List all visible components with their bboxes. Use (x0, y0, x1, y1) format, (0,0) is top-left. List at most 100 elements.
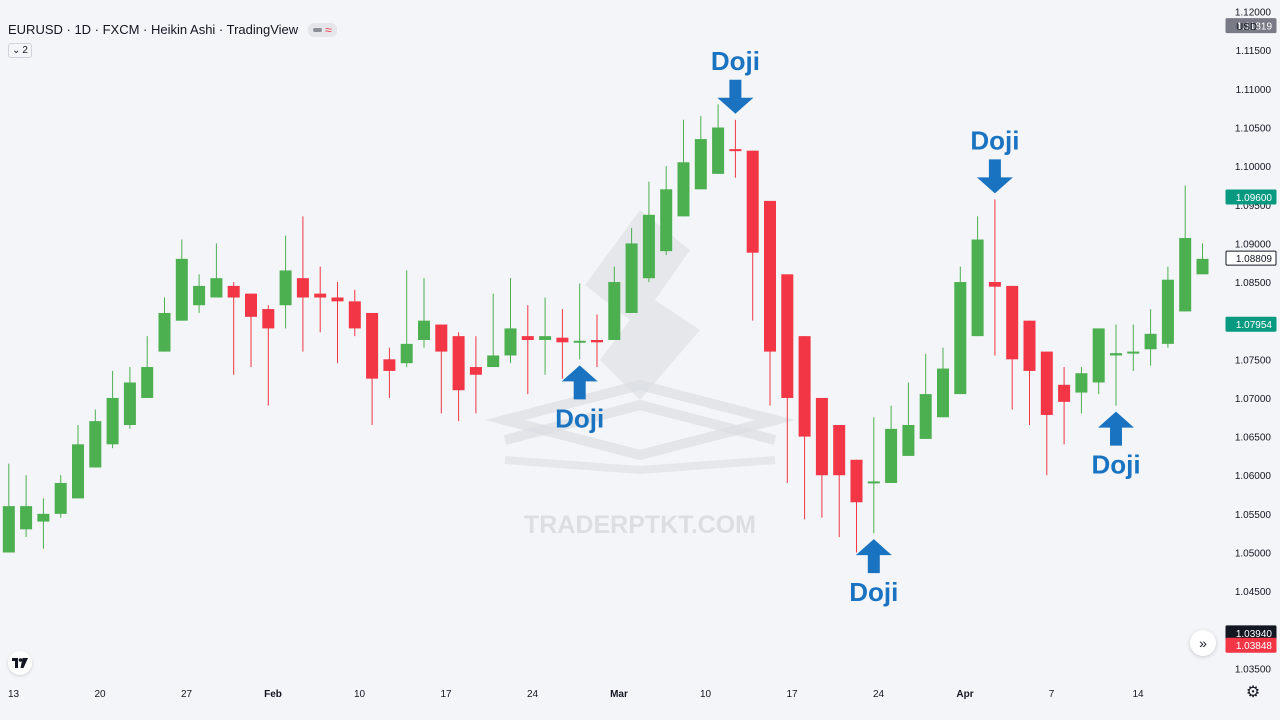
candle-body (867, 481, 880, 484)
candle (487, 293, 500, 368)
candle (37, 498, 50, 549)
candle (89, 409, 102, 468)
candle-body (72, 444, 84, 499)
candle-body (902, 425, 915, 456)
candle-body (1179, 238, 1192, 312)
candle-body (175, 258, 188, 321)
candle-body (383, 359, 396, 371)
x-tick-label: 24 (873, 689, 885, 700)
candle-body (296, 278, 309, 298)
candle (556, 309, 569, 379)
x-tick-label: 27 (181, 689, 193, 700)
candle (72, 425, 84, 499)
candle-body (937, 368, 949, 418)
y-tick-label: 1.09000 (1235, 239, 1272, 250)
candle-body (331, 297, 344, 302)
x-tick-label: 20 (94, 689, 106, 700)
candle-body (418, 320, 430, 340)
arrow-up-icon (561, 365, 598, 400)
candle (833, 425, 846, 538)
doji-label: Doji (849, 577, 898, 607)
y-tick-label: 1.06500 (1235, 433, 1272, 444)
candle (400, 270, 413, 368)
candle (625, 227, 638, 313)
candle-body (1040, 351, 1053, 415)
candle-body (954, 282, 967, 395)
candle-body (850, 459, 863, 503)
candle-body (1023, 320, 1036, 371)
gear-icon[interactable]: ⚙ (1245, 684, 1261, 701)
y-tick-label: 1.10500 (1235, 124, 1272, 135)
doji-label: Doji (970, 125, 1019, 155)
arrow-down-icon (976, 159, 1013, 194)
candle-body (1075, 373, 1088, 393)
candle-body (245, 293, 257, 317)
x-tick-label: Mar (610, 689, 628, 700)
candle-body (106, 397, 119, 445)
y-tick-label: 1.11000 (1236, 85, 1272, 96)
x-tick-label: 14 (1132, 689, 1144, 700)
candle-body (400, 343, 413, 364)
doji-annotation: Doji (555, 365, 604, 433)
candle-body (435, 324, 448, 352)
candle (158, 297, 171, 352)
candle (314, 266, 327, 333)
candle (712, 104, 725, 174)
candle-body (712, 127, 725, 174)
candle-body (279, 270, 292, 306)
x-axis[interactable]: 13 20 27 Feb 10 17 24 Mar 10 17 24 Apr 7 14 (8, 689, 1144, 700)
market-status-badge[interactable]: ≈ (308, 22, 337, 37)
candle-body (746, 150, 759, 253)
y-tick-label: 1.04500 (1235, 587, 1272, 598)
candle (245, 293, 257, 368)
candle (210, 243, 223, 298)
candle-body (573, 340, 586, 343)
candle-body (521, 336, 534, 340)
candle (1058, 367, 1071, 445)
candle (902, 382, 915, 456)
candle (2, 463, 15, 553)
candle-body (469, 367, 482, 375)
candle-body (694, 139, 707, 190)
candle (1127, 324, 1140, 371)
scroll-to-realtime-button[interactable]: » (1190, 630, 1216, 656)
candle-body (798, 336, 811, 437)
candle (764, 200, 776, 406)
tradingview-logo[interactable] (8, 651, 32, 675)
candle (642, 181, 655, 283)
candle (919, 353, 932, 439)
indicators-toggle-button[interactable]: ⌄ 2 (8, 43, 32, 58)
arrow-up-icon (855, 539, 892, 574)
candle (539, 297, 552, 375)
annotations: Doji Doji Doji Doji Doji (555, 46, 1140, 607)
candle (383, 347, 396, 398)
candle (331, 282, 344, 364)
candle-body (193, 285, 206, 306)
candle (1179, 185, 1192, 312)
candle (815, 397, 828, 518)
candle-body (37, 513, 50, 522)
chevron-down-icon: ⌄ (12, 45, 21, 56)
candle (435, 324, 448, 414)
symbol-title[interactable]: EURUSD · 1D · FXCM · Heikin Ashi · Tradi… (8, 22, 299, 37)
candle (937, 347, 949, 418)
candle-body (158, 312, 171, 352)
candle (175, 239, 188, 321)
candle-body (815, 397, 828, 476)
candle (1196, 243, 1209, 275)
candle (1023, 320, 1036, 425)
candle (660, 166, 673, 255)
candle-body (1110, 353, 1122, 356)
y-tick-label: 1.10000 (1235, 162, 1272, 173)
svg-text:1.08809: 1.08809 (1236, 254, 1273, 265)
candle (1006, 285, 1019, 410)
candle (746, 150, 759, 321)
y-tick-label: 1.03500 (1235, 664, 1272, 675)
candle-body (833, 425, 846, 476)
x-tick-label: 7 (1049, 689, 1055, 700)
y-axis[interactable]: 1.12000 1.11500 1.11000 1.10500 1.10000 1.095… (1225, 8, 1277, 676)
candle (1161, 266, 1174, 348)
candle-body (729, 149, 742, 152)
currency-label[interactable]: USD (1236, 22, 1258, 33)
